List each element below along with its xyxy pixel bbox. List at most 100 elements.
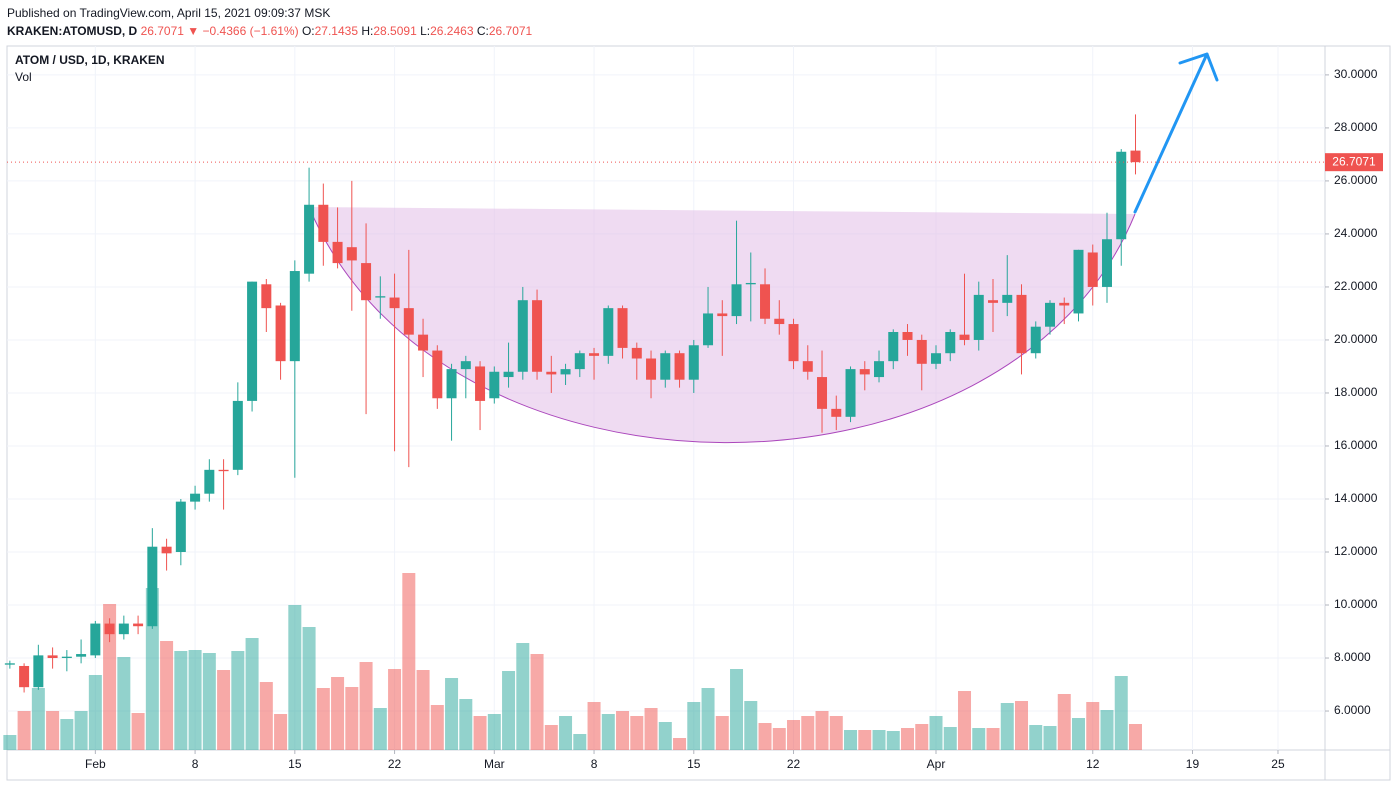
volume-bar [74, 711, 88, 750]
volume-bar [929, 716, 943, 750]
candle-body [517, 300, 528, 372]
volume-bar [1043, 726, 1057, 750]
candle-body [304, 204, 315, 274]
y-tick-label: 16.0000 [1334, 438, 1378, 452]
volume-bar [402, 573, 416, 750]
volume-bar [658, 722, 672, 750]
candle-body [603, 308, 614, 356]
candle-body [916, 339, 927, 364]
x-tick-label: 25 [1271, 757, 1285, 771]
x-tick-label: 8 [192, 757, 199, 771]
candle-body [133, 623, 144, 627]
volume-bar [31, 688, 45, 750]
candle-body [1002, 294, 1013, 303]
volume-bar [502, 671, 516, 750]
candle-body [988, 300, 999, 303]
volume-bar [388, 669, 402, 750]
volume-bar [160, 641, 174, 750]
candle-body [959, 334, 970, 340]
ohlc-o-label: O: [301, 24, 315, 38]
candle-body [161, 546, 172, 554]
candle-body [817, 377, 828, 409]
candle-body [175, 501, 186, 552]
x-tick-label: Feb [85, 757, 106, 771]
candle-body [745, 282, 756, 285]
quote-line: KRAKEN:ATOMUSD, D 26.7071 ▼ −0.4366 (−1.… [7, 22, 532, 40]
volume-bar [915, 724, 929, 750]
volume-bar [188, 650, 202, 750]
candle-body [1030, 326, 1041, 354]
last-price: 26.7071 [140, 24, 184, 38]
volume-bar [516, 643, 530, 750]
volume-bar [17, 711, 31, 750]
candles [4, 114, 1141, 693]
volume-bar [359, 662, 373, 750]
volume-bar [701, 688, 715, 750]
projection-arrow [1133, 52, 1219, 214]
candle-body [802, 361, 813, 372]
volume-bar [744, 701, 758, 750]
x-tick-label: 8 [591, 757, 598, 771]
volume-bar [630, 716, 644, 750]
volume-bar [473, 716, 487, 750]
candle-body [289, 271, 300, 362]
volume-bar [787, 720, 801, 750]
volume-bar [758, 723, 772, 750]
ohlc-h: 28.5091 [373, 24, 417, 38]
candle-body [346, 247, 357, 261]
x-tick-label: 22 [787, 757, 801, 771]
y-tick-label: 26.0000 [1334, 173, 1378, 187]
volume-bar [544, 725, 558, 750]
volume-bar [644, 708, 658, 750]
volume-bar [886, 731, 900, 750]
volume-bar [1029, 725, 1043, 750]
last-price-box [1325, 153, 1383, 172]
volume-bar [1128, 724, 1142, 750]
candle-body [61, 656, 72, 659]
candle-body [361, 263, 372, 301]
y-tick-label: 14.0000 [1334, 491, 1378, 505]
candle-body [147, 546, 158, 627]
y-tick-label: 10.0000 [1334, 597, 1378, 611]
volume-bar [245, 638, 259, 750]
volume-bar [316, 688, 330, 750]
x-tick-label: 19 [1186, 757, 1200, 771]
candle-body [1073, 249, 1084, 314]
volume-bar [829, 716, 843, 750]
candle-body [845, 369, 856, 417]
candle-body [1045, 302, 1056, 327]
candle-body [859, 369, 870, 375]
candle-body [204, 469, 215, 494]
volume-bar [858, 730, 872, 750]
candle-body [1016, 294, 1027, 354]
candle-body [660, 353, 671, 380]
candle-body [731, 284, 742, 317]
volume-bar [730, 669, 744, 750]
volume-bar [430, 705, 444, 750]
y-tick-label: 30.0000 [1334, 67, 1378, 81]
y-tick-label: 20.0000 [1334, 332, 1378, 346]
volume-bar [1100, 710, 1114, 750]
volume-bar [174, 651, 188, 750]
candle-body [475, 366, 486, 401]
volume-bar [901, 728, 915, 750]
volume-bar [1071, 718, 1085, 750]
candle-body [76, 654, 87, 657]
x-tick-label: Apr [927, 757, 946, 771]
volume-bar [274, 714, 288, 750]
volume-bar [1086, 702, 1100, 750]
volume-bar [844, 730, 858, 750]
candle-body [503, 371, 514, 378]
candle-body [674, 353, 685, 380]
candle-body [275, 305, 286, 362]
candle-body [574, 353, 585, 370]
candle-body [874, 361, 885, 378]
ohlc-l-label: L: [420, 24, 431, 38]
y-tick-label: 18.0000 [1334, 385, 1378, 399]
candle-body [617, 308, 628, 348]
candle-body [375, 296, 386, 298]
volume-bar [530, 654, 544, 750]
volume-bar [1000, 703, 1014, 750]
x-tick-label: 15 [288, 757, 302, 771]
